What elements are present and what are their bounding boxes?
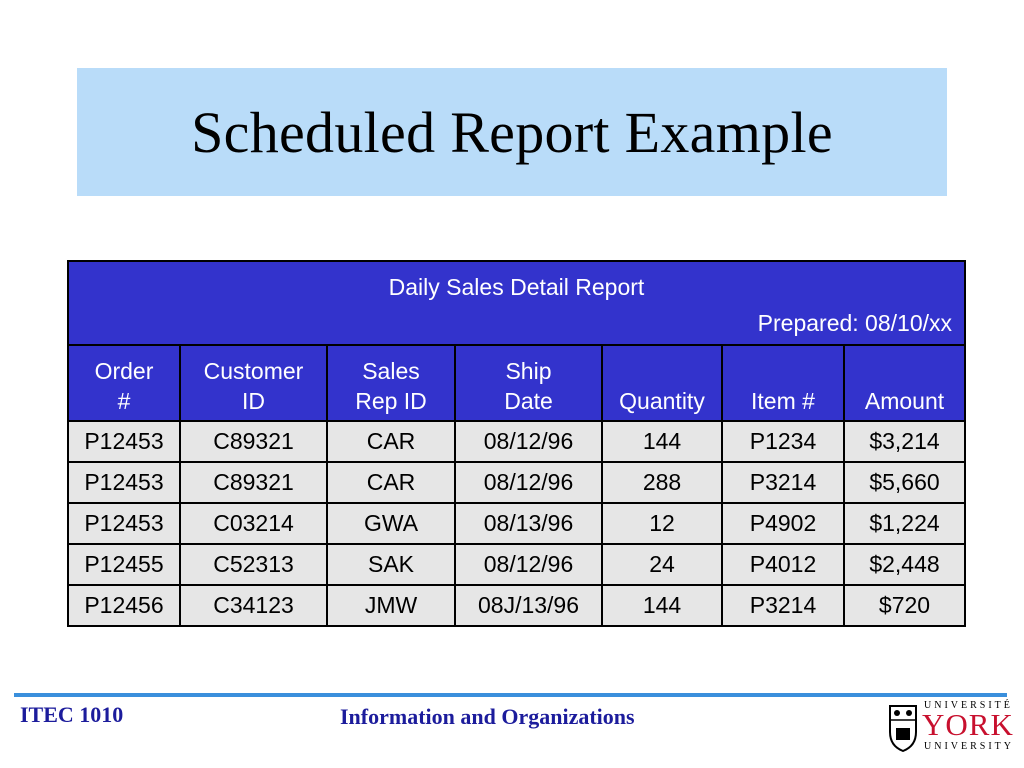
column-header: Quantity	[601, 344, 723, 422]
column-header: Order #	[67, 344, 181, 422]
table-cell: P12453	[67, 502, 181, 545]
prepared-date: Prepared: 08/10/xx	[757, 310, 952, 336]
table-cell: 08J/13/96	[454, 584, 603, 627]
table-cell: P3214	[721, 584, 845, 627]
table-row: P12456 C34123 JMW 08J/13/96 144 P3214 $7…	[67, 584, 966, 627]
york-university-logo: UNIVERSITÉ YORK UNIVERSITY	[888, 700, 1013, 756]
table-cell: C52313	[179, 543, 328, 586]
table-cell: P12453	[67, 420, 181, 463]
column-header: Ship Date	[454, 344, 603, 422]
column-header: Customer ID	[179, 344, 328, 422]
report-title: Daily Sales Detail Report	[388, 274, 645, 300]
table-cell: 08/12/96	[454, 461, 603, 504]
table-cell: $2,448	[843, 543, 966, 586]
table-cell: $5,660	[843, 461, 966, 504]
table-cell: 08/13/96	[454, 502, 603, 545]
table-cell: 24	[601, 543, 723, 586]
logo-text-bottom: UNIVERSITY	[924, 741, 1014, 752]
course-subtitle: Information and Organizations	[340, 704, 635, 729]
table-row: P12455 C52313 SAK 08/12/96 24 P4012 $2,4…	[67, 543, 966, 586]
column-header: Sales Rep ID	[326, 344, 456, 422]
table-cell: P4902	[721, 502, 845, 545]
column-header: Amount	[843, 344, 966, 422]
table-cell: JMW	[326, 584, 456, 627]
slide-title: Scheduled Report Example	[191, 99, 833, 165]
logo-text-top: UNIVERSITÉ	[924, 700, 1013, 711]
table-row: P12453 C03214 GWA 08/13/96 12 P4902 $1,2…	[67, 502, 966, 545]
report-header: Daily Sales Detail Report Prepared: 08/1…	[67, 260, 966, 346]
table-cell: C89321	[179, 420, 328, 463]
logo-text-main: YORK	[922, 707, 1014, 742]
table-cell: P12455	[67, 543, 181, 586]
table-cell: P3214	[721, 461, 845, 504]
table-cell: GWA	[326, 502, 456, 545]
table-cell: 288	[601, 461, 723, 504]
table-cell: 12	[601, 502, 723, 545]
table-cell: SAK	[326, 543, 456, 586]
table-cell: $1,224	[843, 502, 966, 545]
table-cell: $3,214	[843, 420, 966, 463]
table-cell: $720	[843, 584, 966, 627]
table-cell: C89321	[179, 461, 328, 504]
table-cell: 08/12/96	[454, 420, 603, 463]
table-cell: P12456	[67, 584, 181, 627]
table-row: P12453 C89321 CAR 08/12/96 144 P1234 $3,…	[67, 420, 966, 463]
column-header-row: Order # Customer ID Sales Rep ID Ship Date Q…	[67, 344, 966, 422]
table-cell: P12453	[67, 461, 181, 504]
title-banner: Scheduled Report Example	[77, 68, 947, 196]
table-cell: C03214	[179, 502, 328, 545]
course-code: ITEC 1010	[20, 702, 124, 727]
table-cell: C34123	[179, 584, 328, 627]
table-cell: P1234	[721, 420, 845, 463]
table-cell: CAR	[326, 420, 456, 463]
column-header: Item #	[721, 344, 845, 422]
footer-divider	[14, 693, 1007, 697]
table-row: P12453 C89321 CAR 08/12/96 288 P3214 $5,…	[67, 461, 966, 504]
table-cell: 144	[601, 584, 723, 627]
table-cell: 08/12/96	[454, 543, 603, 586]
sales-report-table: Daily Sales Detail Report Prepared: 08/1…	[67, 260, 966, 627]
table-cell: P4012	[721, 543, 845, 586]
crest-icon	[889, 705, 917, 752]
table-cell: CAR	[326, 461, 456, 504]
table-cell: 144	[601, 420, 723, 463]
